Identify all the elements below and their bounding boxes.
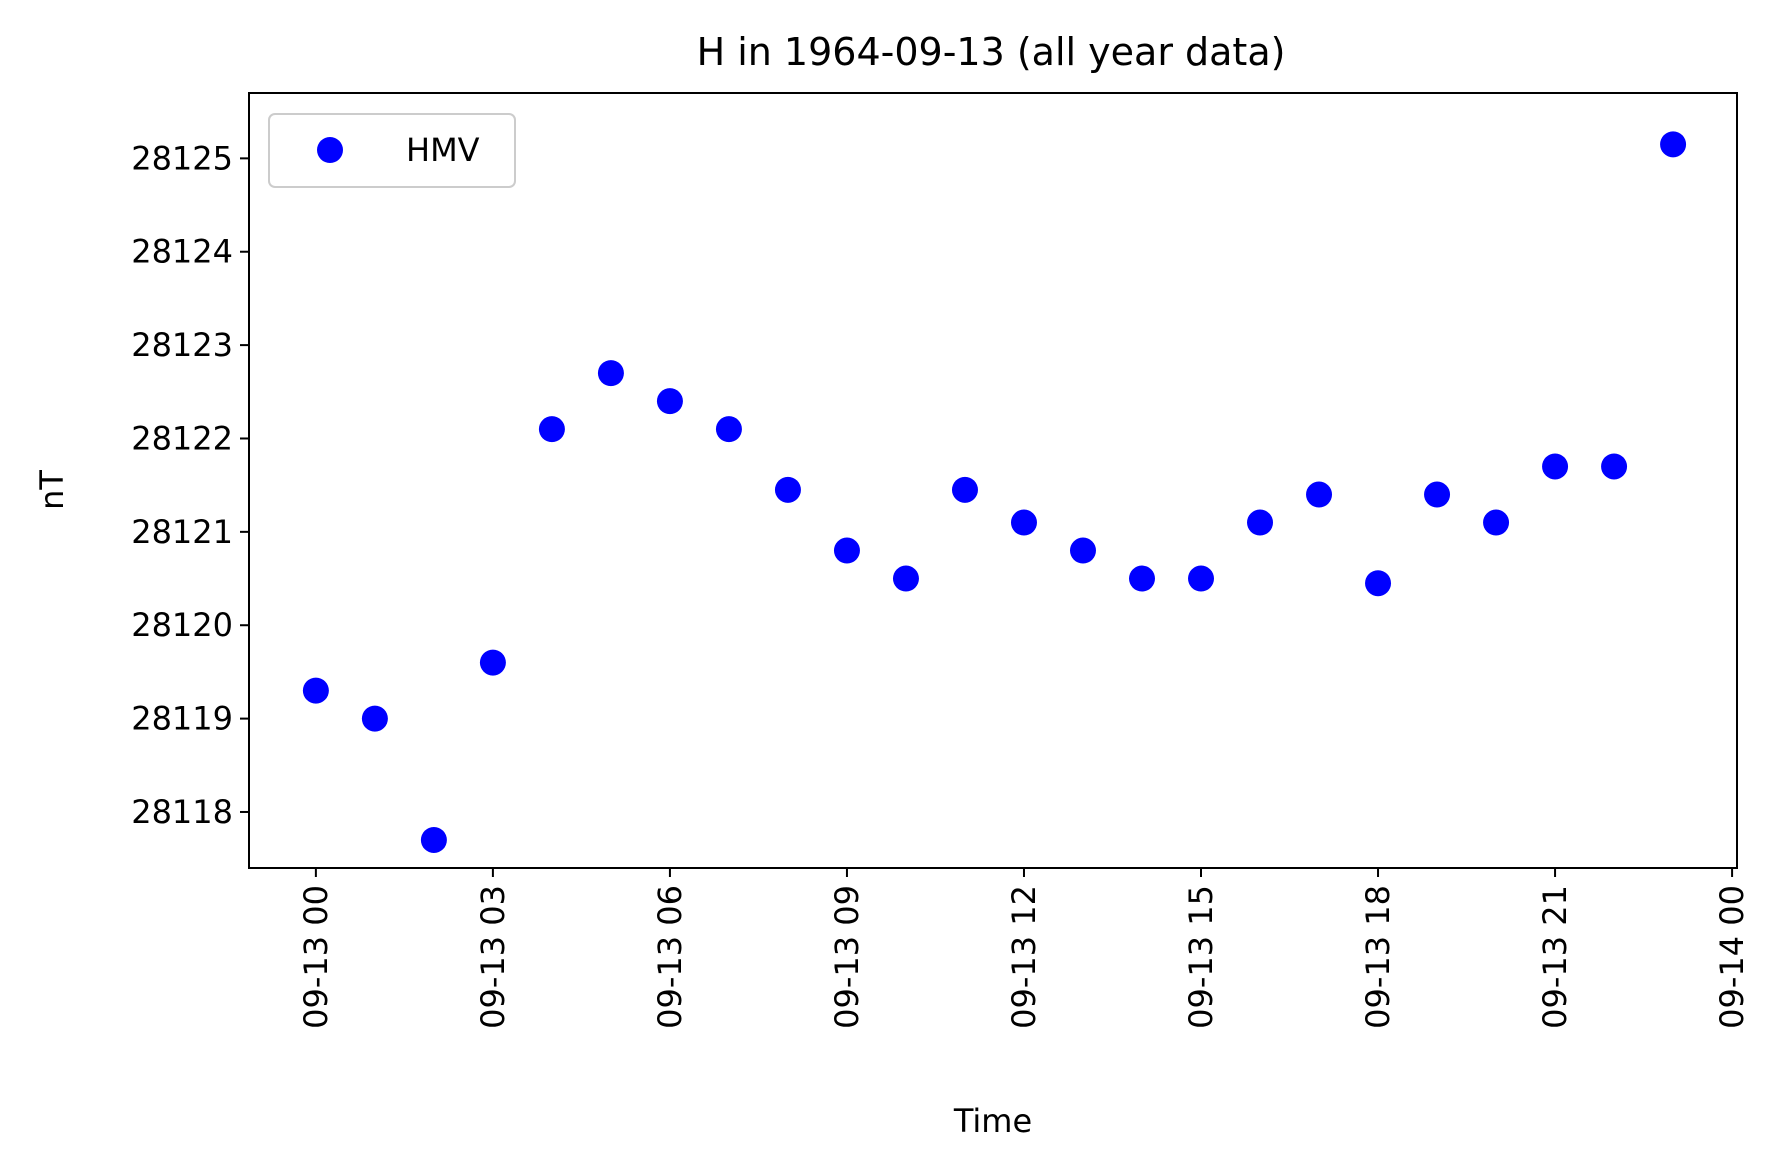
y-axis-label: nT xyxy=(33,470,71,510)
x-tick-label: 09-13 18 xyxy=(1359,885,1397,1029)
data-point xyxy=(1010,509,1037,536)
data-point xyxy=(1542,453,1569,480)
y-tick-label: 28122 xyxy=(131,419,233,457)
legend: HMV xyxy=(268,113,516,188)
data-point xyxy=(1128,565,1155,592)
legend-label: HMV xyxy=(406,131,480,169)
x-tick-label: 09-13 03 xyxy=(474,885,512,1029)
data-point xyxy=(597,360,624,387)
legend-box xyxy=(268,113,516,188)
y-tick-label: 28124 xyxy=(131,233,233,271)
plot-frame xyxy=(248,92,1738,869)
data-point xyxy=(656,388,683,415)
x-tick-label: 09-13 00 xyxy=(297,885,335,1029)
legend-marker xyxy=(317,137,343,163)
x-axis-label: Time xyxy=(953,1102,1032,1140)
x-tick-label: 09-13 12 xyxy=(1005,885,1043,1029)
x-tick-label: 09-13 06 xyxy=(651,885,689,1029)
data-point xyxy=(420,826,447,853)
y-tick-label: 28119 xyxy=(131,700,233,738)
data-point xyxy=(1365,570,1392,597)
data-point xyxy=(1247,509,1274,536)
y-tick-label: 28120 xyxy=(131,606,233,644)
data-point xyxy=(1069,537,1096,564)
y-tick-label: 28118 xyxy=(131,793,233,831)
data-point xyxy=(892,565,919,592)
data-point xyxy=(715,416,742,443)
y-tick-label: 28123 xyxy=(131,326,233,364)
x-tick-label: 09-14 00 xyxy=(1713,885,1751,1029)
axis-ticks: 09-13 00 09-13 03 09-13 06 09-13 09 09-13 12… xyxy=(131,139,1751,1029)
data-point xyxy=(1188,565,1215,592)
data-point xyxy=(833,537,860,564)
data-point xyxy=(538,416,565,443)
data-point xyxy=(361,705,388,732)
data-point xyxy=(1306,481,1333,508)
data-point xyxy=(1601,453,1628,480)
x-tick-label: 09-13 21 xyxy=(1536,885,1574,1029)
y-tick-label: 28125 xyxy=(131,139,233,177)
data-point xyxy=(1483,509,1510,536)
plot-area xyxy=(302,131,1687,853)
data-point xyxy=(774,476,801,503)
x-tick-label: 09-13 15 xyxy=(1182,885,1220,1029)
data-point xyxy=(951,476,978,503)
chart-title: H in 1964-09-13 (all year data) xyxy=(697,30,1286,74)
data-point xyxy=(302,677,329,704)
data-point xyxy=(1424,481,1451,508)
data-point xyxy=(1660,131,1687,158)
data-point xyxy=(479,649,506,676)
x-tick-label: 09-13 09 xyxy=(828,885,866,1029)
y-tick-label: 28121 xyxy=(131,513,233,551)
